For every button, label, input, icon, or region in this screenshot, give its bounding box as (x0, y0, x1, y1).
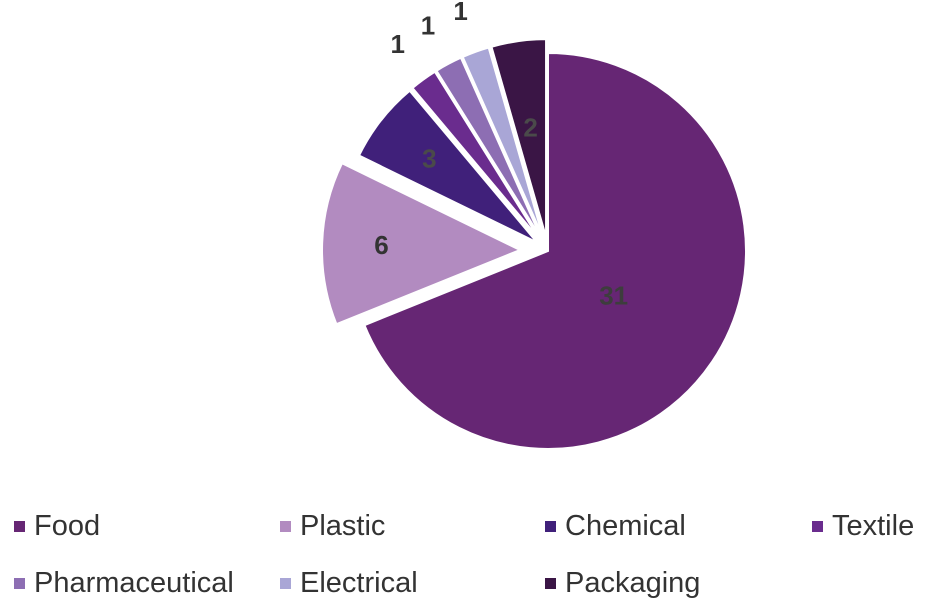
data-label-packaging: 2 (523, 112, 537, 142)
data-label-pharmaceutical: 1 (421, 10, 435, 40)
pie-slice-plastic (321, 161, 523, 326)
pie-slice-food (363, 51, 747, 450)
pie-slice-electrical (461, 46, 545, 239)
pie-slice-pharmaceutical (435, 56, 543, 240)
pie-slice-chemical (357, 89, 538, 244)
data-label-electrical: 1 (453, 0, 467, 26)
pie-slice-textile (411, 70, 541, 241)
pie-slice-packaging (490, 38, 548, 238)
data-label-plastic: 6 (374, 230, 388, 260)
data-label-chemical: 3 (422, 143, 436, 173)
data-label-food: 31 (599, 280, 628, 310)
data-label-textile: 1 (391, 29, 405, 59)
